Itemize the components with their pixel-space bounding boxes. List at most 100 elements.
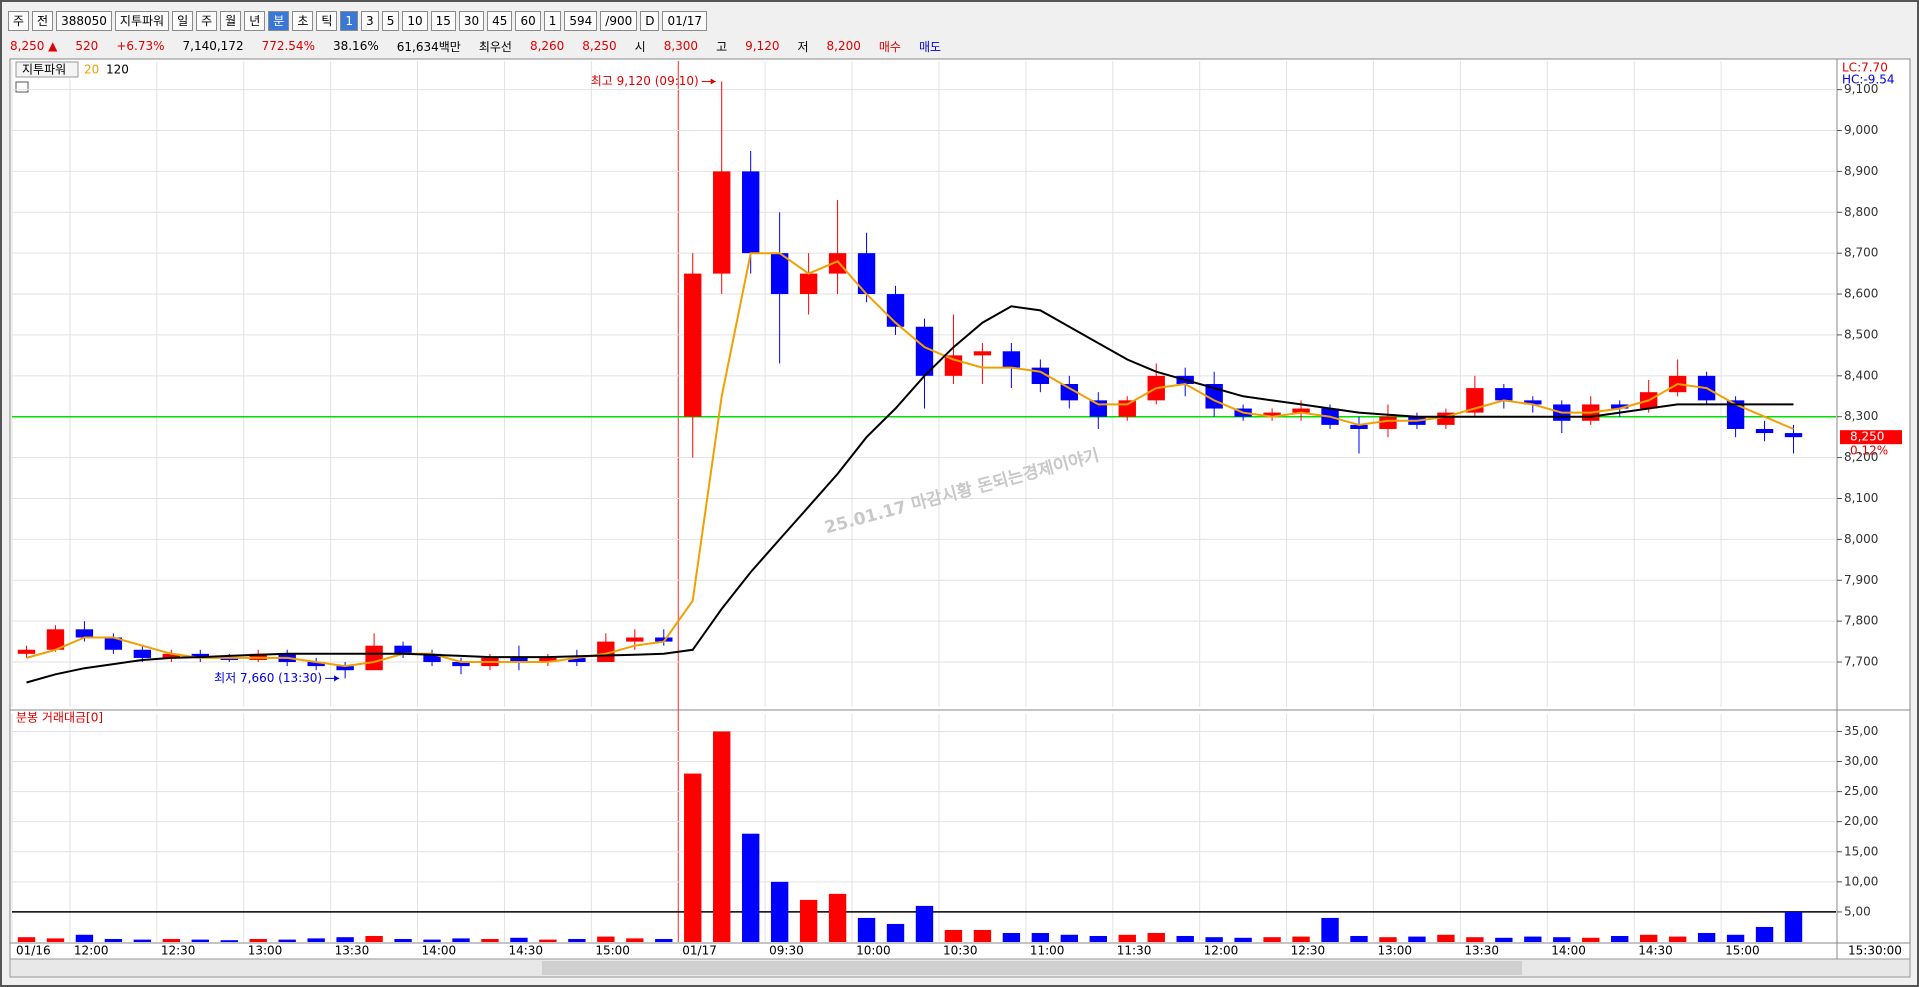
- toolbar-button[interactable]: /900: [600, 11, 638, 31]
- volume-bar: [1089, 935, 1107, 942]
- volume-bar: [1205, 937, 1223, 942]
- volume-bar: [1118, 934, 1136, 942]
- candle-body: [684, 273, 702, 417]
- toolbar-button[interactable]: 388050: [56, 11, 112, 31]
- toolbar-button[interactable]: 년: [244, 11, 266, 31]
- volume-bar: [684, 773, 702, 942]
- volume-bar: [75, 934, 94, 942]
- y-tick-label: 7,900: [1844, 573, 1878, 587]
- annotation-arrowhead: [334, 675, 340, 682]
- volume-bar: [1060, 934, 1079, 942]
- annotation: 최고 9,120 (09:10): [591, 74, 699, 88]
- toolbar-button[interactable]: 30: [458, 11, 485, 31]
- toolbar-button[interactable]: 10: [402, 11, 428, 31]
- candle-body: [915, 326, 934, 376]
- y-tick-label: 8,300: [1844, 409, 1878, 423]
- toolbar-button[interactable]: 주: [8, 11, 30, 31]
- volume-bar: [1639, 934, 1658, 942]
- candle-body: [626, 637, 644, 642]
- volume-bar: [799, 899, 818, 942]
- y-tick-label: 8,900: [1844, 164, 1878, 178]
- toolbar-button[interactable]: 주: [196, 11, 218, 31]
- volume-bar: [1784, 911, 1803, 942]
- candle-body: [539, 657, 557, 663]
- volume-bar: [1524, 936, 1542, 942]
- y-tick-label: 8,100: [1844, 491, 1878, 505]
- moving-average: [26, 252, 1794, 668]
- y-tick-label: 8,600: [1844, 287, 1878, 301]
- toolbar-button[interactable]: 1: [543, 11, 562, 31]
- candle-body: [799, 273, 818, 295]
- quote-field: 8,300: [663, 39, 699, 53]
- calendar-icon[interactable]: [15, 81, 29, 93]
- volume-bar: [973, 929, 992, 942]
- candle-body: [423, 653, 441, 663]
- y-tick-label: 30,00: [1844, 754, 1878, 768]
- candle-body: [1089, 400, 1107, 417]
- candle-body: [162, 653, 181, 658]
- quote-field: 9,120: [745, 39, 780, 53]
- x-tick-label: 15:00: [595, 944, 630, 958]
- scroll-thumb[interactable]: [542, 961, 1522, 975]
- candle-body: [1350, 424, 1368, 429]
- candle-body: [770, 253, 789, 295]
- toolbar-button[interactable]: 5: [381, 11, 400, 31]
- candle-body: [857, 253, 876, 295]
- volume-bar: [770, 881, 789, 942]
- candle-body: [568, 657, 586, 663]
- volume-bar: [915, 905, 934, 942]
- x-tick-label: 14:00: [1551, 944, 1586, 958]
- toolbar-button[interactable]: D: [640, 11, 660, 31]
- volume-bar: [626, 938, 644, 942]
- toolbar-button[interactable]: 월: [220, 11, 242, 31]
- volume-bar: [423, 939, 441, 942]
- x-tick-label: 14:30: [1638, 944, 1673, 958]
- volume-bar: [1147, 932, 1165, 942]
- volume-bar: [307, 938, 325, 942]
- annotation: 최저 7,660 (13:30): [214, 671, 322, 685]
- candle-body: [191, 653, 209, 658]
- volume-bar: [1495, 937, 1513, 942]
- x-tick-label: 01/17: [682, 944, 717, 958]
- x-tick-label: 01/16: [16, 944, 51, 958]
- quote-field: 38.16%: [332, 39, 379, 53]
- volume-bar: [655, 938, 673, 942]
- volume-bar: [944, 929, 963, 942]
- x-tick-label: 13:30: [1464, 944, 1499, 958]
- toolbar-button[interactable]: 지투파워: [114, 11, 170, 31]
- last-change: 0.12%: [1850, 444, 1888, 458]
- toolbar-button[interactable]: 분: [268, 11, 290, 31]
- x-tick-label: 12:00: [1204, 944, 1239, 958]
- candle-body: [1784, 433, 1803, 438]
- toolbar-button[interactable]: 45: [487, 11, 513, 31]
- volume-bar: [162, 938, 181, 942]
- toolbar-button[interactable]: 60: [515, 11, 541, 31]
- quote-field: 8,260: [529, 39, 565, 53]
- y-tick-label: 8,700: [1844, 246, 1878, 260]
- volume-bar: [1234, 937, 1252, 942]
- volume-bar: [1002, 932, 1021, 942]
- toolbar-button[interactable]: 15: [430, 11, 456, 31]
- toolbar-button[interactable]: 초: [292, 11, 314, 31]
- candle-body: [75, 629, 94, 638]
- candle-body: [1611, 404, 1629, 409]
- volume-bar: [191, 939, 209, 942]
- toolbar-button[interactable]: 3: [361, 11, 379, 31]
- toolbar-button[interactable]: 1: [340, 11, 359, 31]
- y-tick-label: 9,100: [1844, 82, 1878, 96]
- toolbar-button[interactable]: 전: [32, 11, 54, 31]
- quote-field: 772.54%: [261, 39, 315, 53]
- quote-field: 저: [797, 39, 809, 54]
- volume-bar: [568, 938, 586, 942]
- volume-bar: [1755, 926, 1774, 942]
- y-tick-label: 8,000: [1844, 532, 1878, 546]
- toolbar-button[interactable]: 일: [172, 11, 194, 31]
- volume-bar: [133, 939, 152, 942]
- toolbar-button[interactable]: 틱: [316, 11, 338, 31]
- chart-area: [9, 58, 1911, 960]
- toolbar-button[interactable]: 01/17: [662, 11, 708, 31]
- x-tick-label: 13:00: [248, 944, 283, 958]
- x-tick-label: 15:00: [1725, 944, 1760, 958]
- toolbar-button[interactable]: 594: [564, 11, 598, 31]
- candle-body: [597, 641, 615, 663]
